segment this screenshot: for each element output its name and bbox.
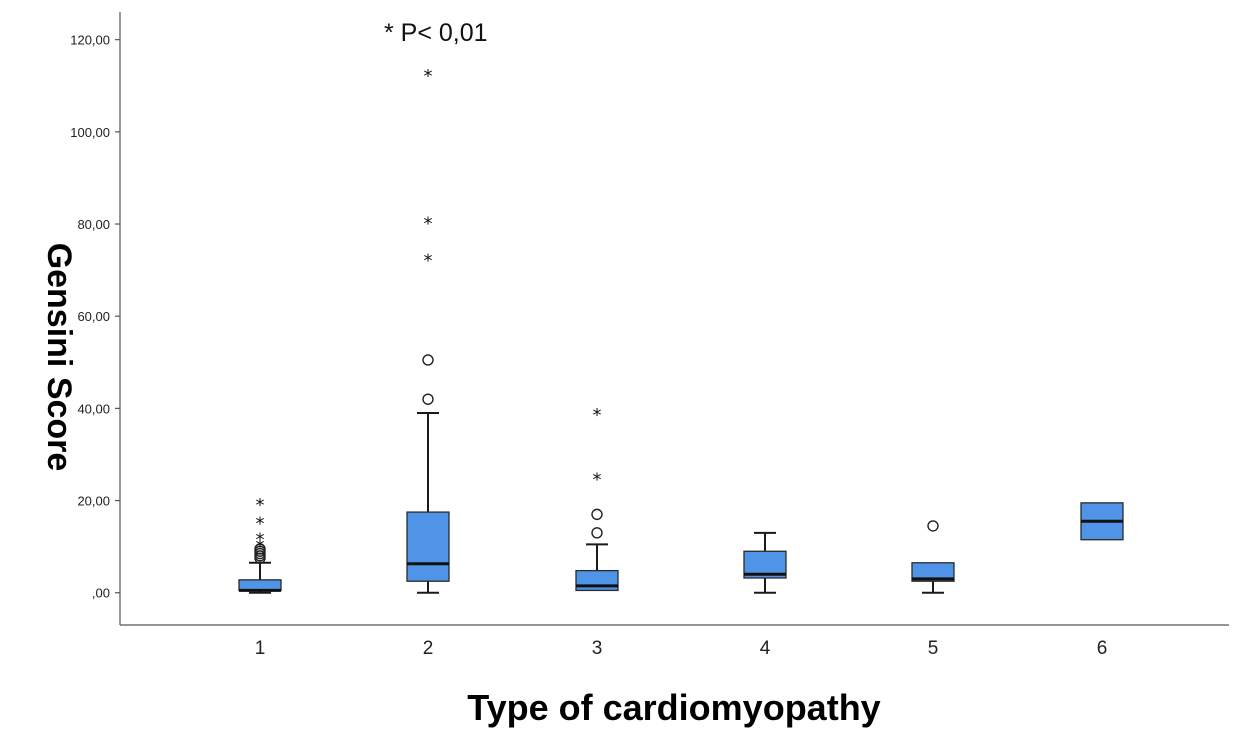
y-tick-label: 60,00 — [77, 309, 110, 324]
x-tick-label: 4 — [760, 638, 771, 659]
box-body — [238, 579, 282, 592]
outlier-star: * — [256, 495, 265, 516]
outlier-star: * — [424, 66, 433, 87]
box-body — [575, 569, 619, 592]
y-tick-label: 80,00 — [77, 217, 110, 232]
box-group-3: ** — [575, 405, 619, 592]
x-tick-label: 6 — [1097, 638, 1108, 659]
y-tick-label: 40,00 — [77, 401, 110, 416]
x-tick-label: 1 — [255, 638, 266, 659]
y-tick-label: ,00 — [92, 586, 110, 601]
x-axis-title: Type of cardiomyopathy — [467, 687, 880, 728]
box-group-4 — [743, 531, 787, 594]
outlier-circle — [591, 508, 603, 521]
outlier-circle — [422, 354, 434, 366]
outlier-circle — [927, 520, 939, 532]
y-axis-title: Gensini Score — [40, 243, 78, 472]
y-tick-label: 100,00 — [70, 125, 110, 140]
axes — [119, 12, 1229, 626]
x-tick-labels: 1 2 3 4 5 6 — [255, 638, 1108, 659]
outlier-star: * — [424, 214, 433, 235]
box-body — [406, 511, 450, 582]
outlier-circle — [422, 393, 434, 405]
box-series: ********* — [238, 66, 1124, 594]
box-group-1: **** — [238, 495, 282, 594]
y-tick-label: 120,00 — [70, 33, 110, 48]
outlier-star: * — [593, 470, 602, 491]
outlier-star: * — [593, 405, 602, 426]
outlier-star: * — [256, 536, 265, 557]
box-group-6 — [1080, 502, 1124, 541]
y-tick-labels: ,00 20,00 40,00 60,00 80,00 100,00 120,00 — [70, 33, 120, 601]
outlier-star: * — [256, 513, 265, 534]
significance-annotation: * P< 0,01 — [384, 19, 488, 47]
box-body — [911, 562, 955, 582]
outlier-circle — [591, 527, 603, 539]
outlier-star: * — [256, 529, 265, 550]
box-group-2: * * * — [406, 66, 450, 594]
box-group-5 — [911, 520, 955, 594]
outlier-star: * — [424, 251, 433, 272]
x-tick-label: 3 — [592, 638, 603, 659]
y-tick-label: 20,00 — [77, 494, 110, 509]
x-tick-label: 5 — [928, 638, 939, 659]
outlier-circle — [254, 543, 266, 555]
x-tick-label: 2 — [423, 638, 434, 659]
